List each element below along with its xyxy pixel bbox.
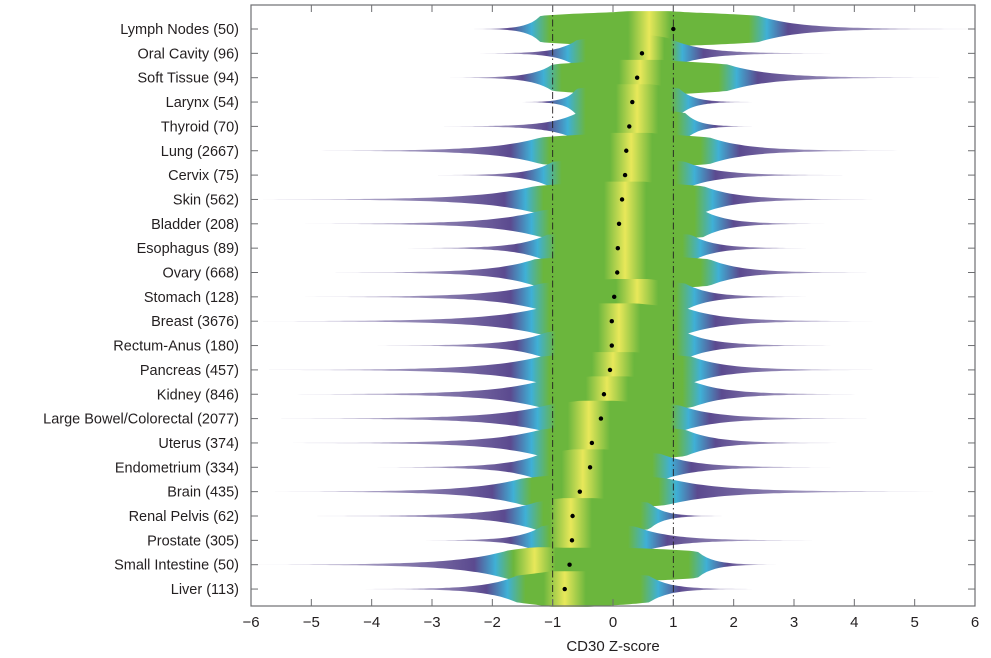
violin-lung [311, 132, 903, 169]
violin-stomach [305, 279, 807, 315]
y-tick-label: Uterus (374) [158, 436, 239, 452]
x-tick-label: −4 [363, 614, 380, 631]
x-tick-label: 5 [910, 614, 918, 631]
median-marker [598, 416, 604, 421]
median-marker [627, 124, 632, 129]
y-tick-label: Renal Pelvis (62) [129, 509, 239, 525]
median-marker [567, 562, 572, 567]
median-marker [609, 319, 614, 324]
y-tick-label: Lung (2667) [161, 144, 239, 160]
x-axis: −6 −5 −4 −3 −2 −1 0 1 2 3 4 5 6 [242, 5, 979, 631]
violin-skin [263, 181, 873, 218]
x-tick-label: −2 [484, 614, 501, 631]
y-tick-label: Brain (435) [167, 485, 239, 501]
violin-cervix [438, 157, 843, 193]
y-tick-label: Esophagus (89) [137, 241, 239, 257]
median-marker [570, 513, 575, 519]
median-marker [619, 197, 625, 202]
y-tick-label: Ovary (668) [162, 266, 239, 282]
violin-ovary [335, 254, 867, 291]
violin-uterus [293, 425, 837, 461]
violin-pancreas [269, 352, 873, 388]
violin-liver [365, 571, 752, 607]
median-marker [612, 294, 617, 300]
y-tick-label: Oral Cavity (96) [137, 46, 239, 62]
y-tick-label: Large Bowel/Colorectal (2077) [43, 412, 239, 428]
y-tick-label: Larynx (54) [166, 95, 239, 111]
y-tick-label: Prostate (305) [147, 533, 239, 549]
median-marker [607, 367, 613, 373]
median-marker [634, 75, 640, 80]
y-tick-label: Kidney (846) [157, 387, 239, 403]
median-marker [616, 221, 622, 226]
violin-breast [263, 303, 873, 340]
x-tick-label: 1 [669, 614, 677, 631]
x-tick-label: 3 [790, 614, 798, 631]
median-marker [601, 392, 607, 397]
median-marker [609, 343, 614, 348]
y-axis: Lymph Nodes (50) Oral Cavity (96) Soft Tis… [43, 22, 975, 598]
violin-endometrium [377, 449, 831, 486]
violin-small-intestine [257, 547, 776, 583]
median-marker [569, 538, 575, 543]
x-tick-label: 0 [609, 614, 617, 631]
y-tick-label: Cervix (75) [168, 168, 239, 184]
violin-rectum-anus [377, 327, 831, 364]
reference-lines [552, 5, 674, 606]
violin-large-bowel-colorectal [281, 400, 867, 437]
x-axis-label: CD30 Z-score [566, 638, 659, 655]
y-tick-label: Endometrium (334) [115, 460, 239, 476]
median-marker [587, 465, 593, 470]
violin-prostate [426, 522, 813, 559]
median-marker [639, 51, 645, 56]
violin-kidney [287, 376, 861, 413]
y-tick-label: Stomach (128) [144, 290, 239, 306]
y-tick-label: Thyroid (70) [161, 119, 239, 135]
y-tick-label: Lymph Nodes (50) [120, 22, 239, 38]
violin-brain [275, 473, 933, 510]
x-tick-label: −6 [242, 614, 259, 631]
y-tick-label: Rectum-Anus (180) [113, 339, 239, 355]
y-tick-label: Liver (113) [171, 582, 239, 598]
y-tick-label: Soft Tissue (94) [137, 71, 239, 87]
violin-oral-cavity [480, 35, 831, 72]
median-marker [562, 586, 567, 592]
median-marker [615, 245, 621, 251]
median-markers [562, 26, 676, 592]
x-tick-label: 6 [971, 614, 979, 631]
x-tick-label: −5 [303, 614, 320, 631]
violin-larynx [522, 84, 752, 120]
x-tick-label: −3 [423, 614, 440, 631]
y-tick-label: Breast (3676) [151, 314, 239, 330]
y-tick-label: Skin (562) [173, 192, 239, 208]
median-marker [622, 172, 628, 178]
median-marker [671, 26, 676, 32]
violin-soft-tissue [450, 59, 939, 96]
x-tick-label: −1 [544, 614, 561, 631]
x-tick-label: 4 [850, 614, 858, 631]
median-marker [615, 270, 620, 275]
median-marker [577, 489, 583, 494]
x-tick-label: 2 [729, 614, 737, 631]
y-tick-label: Pancreas (457) [140, 363, 239, 379]
violins-layer [257, 11, 969, 607]
median-marker [624, 148, 629, 153]
y-tick-label: Bladder (208) [151, 217, 239, 233]
median-marker [630, 99, 635, 105]
violin-bladder [305, 206, 825, 242]
median-marker [589, 440, 595, 446]
violin-esophagus [407, 230, 807, 266]
y-tick-label: Small Intestine (50) [114, 558, 239, 574]
violin-lymph-nodes [474, 11, 969, 47]
